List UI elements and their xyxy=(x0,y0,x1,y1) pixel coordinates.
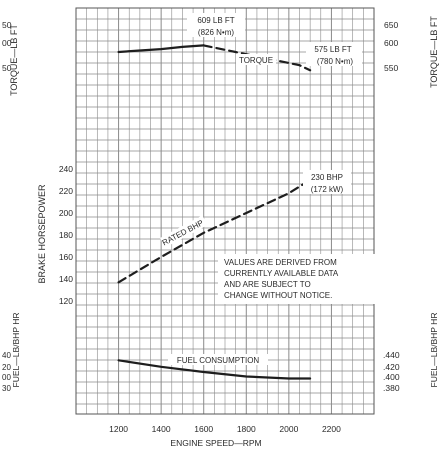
peak-torque-value: 609 LB FT xyxy=(197,16,234,25)
grid-layer xyxy=(75,7,375,415)
disclaimer-note-line: VALUES ARE DERIVED FROM xyxy=(224,258,337,267)
right-fuel-tick: .440 xyxy=(383,350,400,360)
note-bg xyxy=(218,254,378,304)
x-tick: 1400 xyxy=(152,424,171,434)
right-fuel-tick: .380 xyxy=(383,383,400,393)
right-fuel-tick: .400 xyxy=(383,372,400,382)
power-tick: 200 xyxy=(59,208,73,218)
power-tick: 120 xyxy=(59,296,73,306)
disclaimer-note-line: CHANGE WITHOUT NOTICE. xyxy=(224,291,332,300)
rated-torque-value: 575 LB FT xyxy=(314,45,351,54)
power-axis-label: BRAKE HORSEPOWER xyxy=(37,184,47,284)
peak-torque-bg xyxy=(187,13,245,37)
left-fuel-tick: 20 xyxy=(2,363,11,372)
curve-torque-0 xyxy=(117,44,205,54)
rated-bhp-value: 230 BHP xyxy=(311,173,343,182)
x-axis-label: ENGINE SPEED—RPM xyxy=(170,438,261,448)
disclaimer-note-line: CURRENTLY AVAILABLE DATA xyxy=(224,269,339,278)
x-tick: 1600 xyxy=(194,424,213,434)
power-tick: 160 xyxy=(59,252,73,262)
x-tick: 2200 xyxy=(322,424,341,434)
left-fuel-tick: 00 xyxy=(2,373,11,382)
fuel-curve-label: FUEL CONSUMPTION xyxy=(177,356,260,365)
torque-curve-label: TORQUE xyxy=(239,56,273,65)
curve-fuel-consumption-3 xyxy=(117,359,312,380)
rated-bhp-bg xyxy=(303,170,351,194)
x-tick: 1200 xyxy=(109,424,128,434)
power-tick: 140 xyxy=(59,274,73,284)
power-tick: 220 xyxy=(59,186,73,196)
rated-bhp-metric: (172 kW) xyxy=(311,185,344,194)
fuel-label-bg xyxy=(168,354,268,365)
left-fuel-tick: 30 xyxy=(2,384,11,393)
disclaimer-note-line: AND ARE SUBJECT TO xyxy=(224,280,311,289)
right-fuel-axis-label: FUEL—LB/BHP HR xyxy=(429,313,439,388)
rated-torque-bg xyxy=(306,42,362,66)
plot-frame xyxy=(75,7,375,415)
left-fuel-axis-label: FUEL—LB/BHP HR xyxy=(11,313,21,388)
label-layer: TORQUE—LB FT TORQUE—LB FT BRAKE HORSEPOWER… xyxy=(2,13,439,448)
left-torque-tick: 50 xyxy=(2,20,12,30)
peak-torque-metric: (826 N•m) xyxy=(198,28,234,37)
torque-label-bg xyxy=(236,54,276,65)
rated-torque-metric: (780 N•m) xyxy=(317,57,353,66)
right-torque-axis-label: TORQUE—LB FT xyxy=(429,16,439,88)
left-torque-axis-label: TORQUE—LB FT xyxy=(9,24,19,96)
power-tick: 240 xyxy=(59,164,73,174)
right-torque-tick: 650 xyxy=(384,20,398,30)
x-tick: 1800 xyxy=(237,424,256,434)
x-tick: 2000 xyxy=(279,424,298,434)
power-tick: 180 xyxy=(59,230,73,240)
left-torque-tick: 00 xyxy=(2,38,12,48)
rated-bhp-curve-label: RATED BHP xyxy=(161,218,205,247)
left-fuel-tick: 40 xyxy=(2,351,11,360)
rated-bhp-label-bg xyxy=(159,215,208,248)
right-torque-tick: 550 xyxy=(384,63,398,73)
right-torque-tick: 600 xyxy=(384,38,398,48)
left-torque-tick: 50 xyxy=(2,63,12,73)
curve-rated-bhp-2 xyxy=(117,178,312,284)
right-fuel-tick: .420 xyxy=(383,362,400,372)
